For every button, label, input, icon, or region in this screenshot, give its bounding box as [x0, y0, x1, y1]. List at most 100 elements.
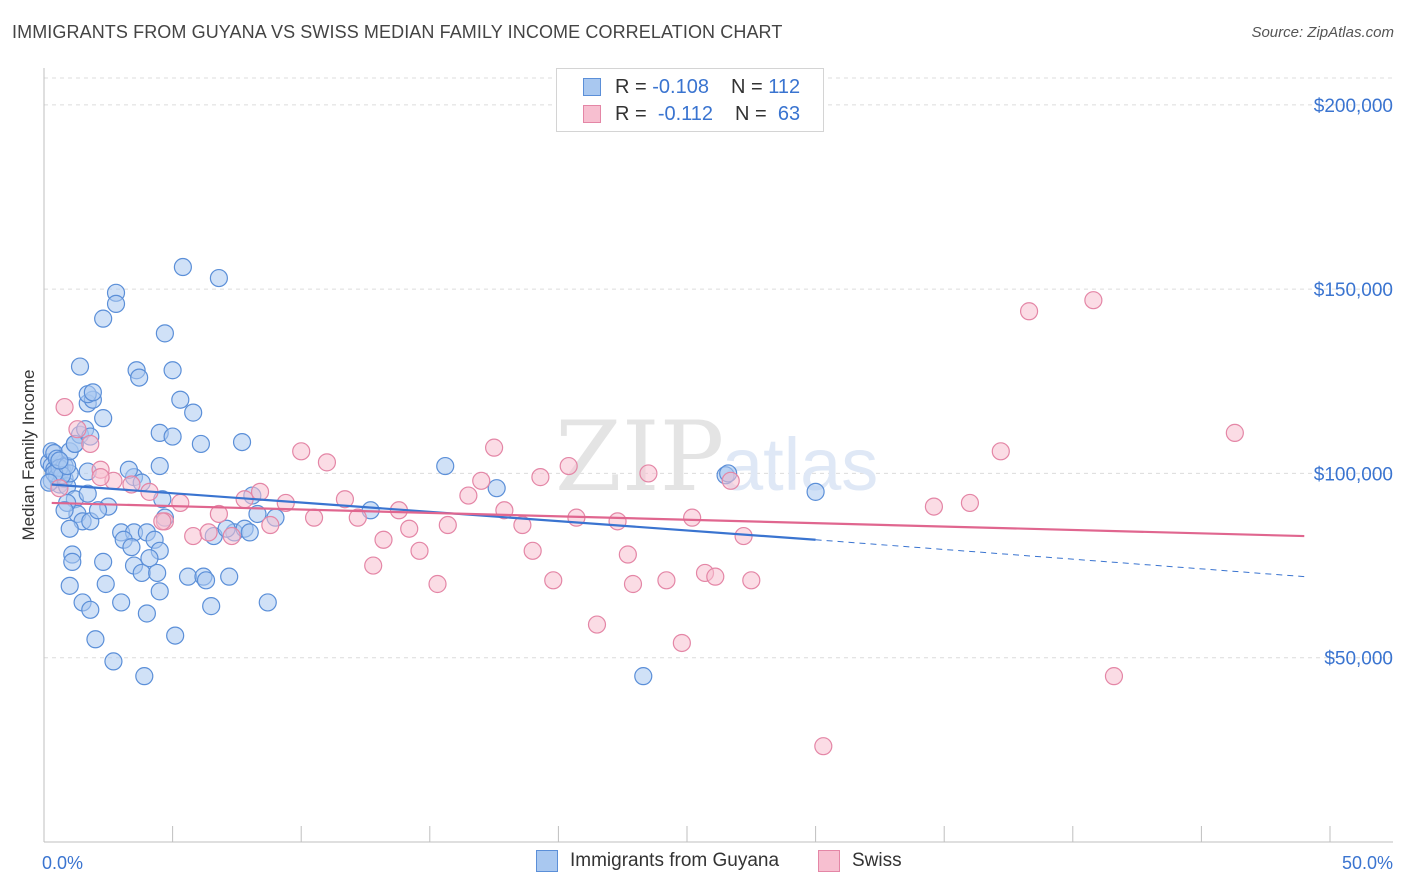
guyana-point: [119, 460, 138, 479]
guyana-point: [232, 433, 252, 452]
guyana-point: [184, 403, 203, 422]
legend-swatch-guyana: [583, 78, 601, 96]
swiss-point: [623, 574, 643, 594]
legend-row-guyana: R = -0.108 N = 112: [583, 74, 800, 100]
guyana-point: [220, 567, 239, 586]
series-swatch-swiss: [818, 850, 840, 872]
swiss-point: [721, 471, 740, 490]
guyana-trend-extension: [815, 539, 1305, 578]
guyana-points: [40, 257, 825, 686]
guyana-point: [436, 456, 455, 476]
swiss-point: [513, 515, 532, 535]
y-tick-labels: $50,000 $100,000 $150,000 $200,000: [1314, 96, 1393, 670]
guyana-point: [634, 667, 653, 686]
guyana-point: [104, 652, 123, 671]
guyana-point: [806, 482, 825, 501]
swiss-point: [222, 526, 241, 546]
y-tick-label: $100,000: [1314, 464, 1393, 485]
chart-title: IMMIGRANTS FROM GUYANA VS SWISS MEDIAN F…: [12, 22, 783, 42]
swiss-point: [292, 442, 311, 461]
guyana-point: [155, 324, 174, 343]
guyana-point: [78, 484, 97, 503]
y-tick-label: $200,000: [1314, 96, 1393, 117]
swiss-point: [250, 482, 270, 501]
swiss-point: [364, 556, 383, 575]
guyana-point: [137, 604, 156, 623]
swiss-point: [50, 479, 69, 498]
swiss-trend-line: [51, 501, 1305, 538]
guyana-point: [94, 552, 113, 571]
guyana-point: [63, 552, 82, 571]
guyana-point: [163, 361, 182, 380]
guyana-point: [70, 357, 90, 376]
swiss-point: [261, 515, 280, 535]
swiss-point: [523, 541, 542, 560]
swiss-point: [317, 453, 337, 472]
guyana-point: [132, 563, 151, 583]
guyana-point: [171, 390, 190, 409]
legend-n-value-guyana: 112: [768, 75, 801, 98]
guyana-point: [86, 630, 105, 649]
guyana-point: [191, 434, 210, 454]
watermark-zip: ZIP: [555, 401, 724, 513]
legend-swatch-swiss: [583, 105, 601, 123]
swiss-point: [400, 519, 419, 538]
swiss-point: [639, 464, 658, 483]
guyana-point: [60, 519, 79, 538]
legend-row-swiss: R = -0.112 N = 63: [583, 101, 800, 127]
swiss-point: [348, 508, 367, 527]
swiss-point: [672, 633, 691, 653]
swiss-point: [199, 523, 218, 542]
guyana-point: [209, 268, 228, 288]
swiss-point: [1084, 291, 1103, 310]
guyana-point: [163, 427, 182, 446]
swiss-point: [171, 493, 190, 513]
guyana-point: [81, 600, 100, 619]
swiss-point: [485, 438, 504, 457]
series-legend-swiss: Swiss: [818, 850, 902, 872]
guyana-point: [130, 368, 149, 387]
guyana-point: [148, 563, 167, 583]
guyana-point: [202, 597, 221, 616]
source-credit: Source: ZipAtlas.com: [1251, 24, 1394, 41]
guyana-point: [196, 571, 216, 590]
swiss-point: [55, 397, 74, 417]
x-tick-label-min: 0.0%: [42, 853, 83, 873]
swiss-point: [608, 512, 627, 531]
swiss-point: [531, 468, 550, 487]
swiss-point: [742, 571, 761, 590]
y-tick-label: $50,000: [1324, 649, 1393, 670]
legend-r-value-swiss: -0.112: [657, 102, 714, 125]
swiss-point: [544, 571, 563, 590]
guyana-point: [94, 409, 113, 428]
swiss-point: [472, 471, 491, 490]
legend-r-value-guyana: -0.108: [652, 75, 709, 98]
swiss-point: [209, 504, 228, 524]
legend-n-value-swiss: 63: [777, 102, 801, 125]
x-ticks: [43, 826, 1331, 842]
guyana-point: [55, 501, 74, 520]
guyana-point: [94, 309, 113, 328]
guyana-point: [173, 257, 192, 277]
series-legend-guyana: Immigrants from Guyana: [536, 850, 779, 872]
swiss-point: [335, 490, 355, 509]
guyana-point: [140, 549, 159, 568]
swiss-point: [924, 497, 944, 516]
swiss-point: [184, 526, 203, 546]
guyana-point: [135, 667, 154, 686]
guyana-point: [88, 501, 108, 520]
swiss-point: [81, 434, 100, 454]
swiss-point: [68, 420, 87, 439]
guyana-point: [240, 523, 259, 542]
swiss-point: [122, 475, 141, 494]
legend-r-label: R =: [615, 75, 647, 98]
series-swatch-guyana: [536, 850, 558, 872]
guyana-point: [248, 504, 267, 524]
swiss-point: [438, 515, 457, 535]
x-tick-label-max: 50.0%: [1342, 853, 1393, 873]
guyana-point: [96, 574, 115, 594]
guyana-point: [487, 479, 506, 498]
swiss-point: [153, 512, 172, 531]
swiss-point: [991, 442, 1010, 461]
